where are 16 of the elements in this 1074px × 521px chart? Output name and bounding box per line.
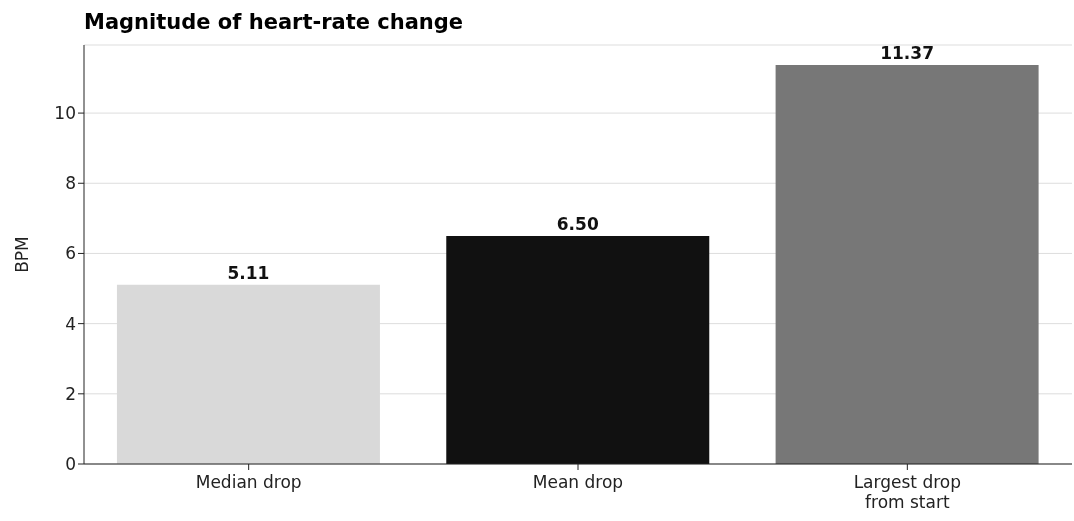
x-tick-label: Mean drop [532,472,624,492]
y-tick-label: 8 [65,173,76,194]
data-label: 6.50 [556,213,599,234]
x-tick-label: Median drop [195,472,302,492]
y-tick-label: 0 [65,454,76,475]
data-label: 5.11 [227,262,270,283]
chart-title: Magnitude of heart-rate change [84,10,464,34]
y-tick-label: 2 [65,383,76,404]
y-tick-label: 6 [65,243,76,264]
y-tick-label: 10 [54,103,76,124]
data-label: 11.37 [880,43,934,63]
bar [446,235,710,464]
y-tick-label: 4 [65,313,76,334]
x-tick-label: Largest drop from start [853,472,962,512]
y-axis-title: BPM [12,236,33,273]
bar [775,65,1039,464]
